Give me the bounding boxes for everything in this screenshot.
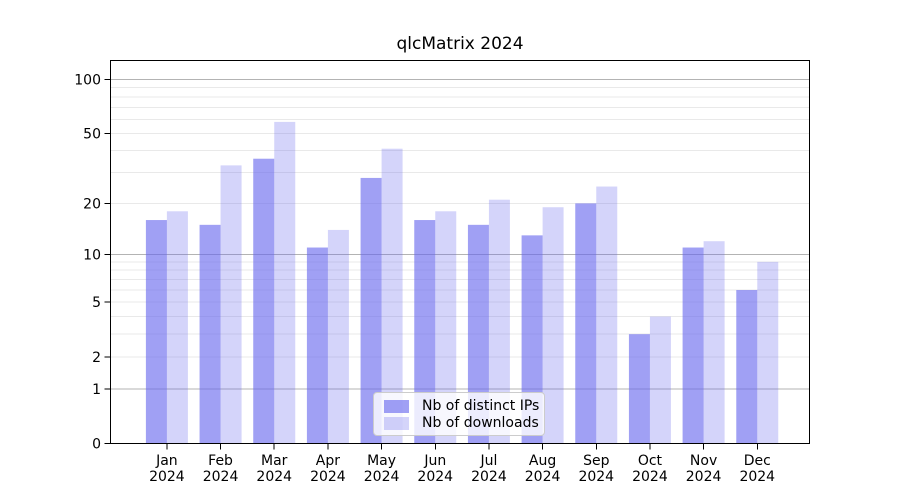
- bar-nb-of-downloads-jun: [435, 211, 457, 444]
- x-tick-label-month: May: [367, 453, 396, 469]
- x-tick-label-month: Dec: [744, 453, 771, 469]
- x-tick-label-year: 2024: [364, 469, 400, 485]
- legend-row-downloads: Nb of downloads: [384, 415, 539, 431]
- x-tick-label-year: 2024: [203, 469, 239, 485]
- y-tick-label: 100: [74, 73, 101, 89]
- x-tick-label-month: Mar: [261, 453, 288, 469]
- bar-nb-of-downloads-sep: [596, 186, 618, 444]
- y-tick-label: 10: [83, 247, 101, 263]
- y-tick-label: 2: [92, 350, 101, 366]
- bar-nb-of-downloads-feb: [220, 165, 242, 444]
- x-tick-label-month: Jun: [423, 453, 446, 469]
- bar-nb-of-distinct-ips-mar: [253, 158, 275, 444]
- x-tick-label-year: 2024: [417, 469, 453, 485]
- y-tick-label: 5: [92, 295, 101, 311]
- y-tick-label: 20: [83, 196, 101, 212]
- legend: Nb of distinct IPs Nb of downloads: [373, 392, 545, 436]
- bar-nb-of-distinct-ips-apr: [306, 247, 328, 444]
- x-tick-label-year: 2024: [632, 469, 668, 485]
- x-tick-label-year: 2024: [310, 469, 346, 485]
- bar-nb-of-downloads-may: [381, 148, 403, 444]
- bar-nb-of-distinct-ips-aug: [521, 235, 543, 444]
- legend-swatch-distinct-ips: [384, 400, 409, 413]
- bar-nb-of-downloads-nov: [703, 241, 725, 444]
- legend-row-distinct-ips: Nb of distinct IPs: [384, 398, 540, 414]
- x-tick-label-month: Jan: [155, 453, 178, 469]
- bar-nb-of-downloads-jan: [166, 211, 188, 444]
- x-tick-label-month: Oct: [638, 453, 663, 469]
- axes-border: [110, 60, 810, 444]
- x-tick-label-month: Feb: [208, 453, 233, 469]
- legend-label-distinct-ips: Nb of distinct IPs: [422, 398, 540, 414]
- legend-label-downloads: Nb of downloads: [422, 415, 539, 431]
- x-tick-label-year: 2024: [256, 469, 292, 485]
- y-tick-label: 1: [92, 382, 101, 398]
- bar-nb-of-downloads-mar: [274, 121, 296, 444]
- x-tick-label-year: 2024: [739, 469, 775, 485]
- x-tick-label-year: 2024: [525, 469, 561, 485]
- bar-nb-of-distinct-ips-nov: [682, 247, 704, 444]
- bar-nb-of-distinct-ips-sep: [575, 203, 597, 444]
- bar-nb-of-distinct-ips-jul: [467, 224, 489, 444]
- y-tick-label: 50: [83, 126, 101, 142]
- bar-nb-of-distinct-ips-oct: [628, 334, 650, 444]
- bar-nb-of-distinct-ips-may: [360, 177, 382, 444]
- chart-title: qlcMatrix 2024: [396, 34, 524, 54]
- x-tick-label-year: 2024: [149, 469, 185, 485]
- legend-swatch-downloads: [384, 417, 409, 430]
- x-tick-label-year: 2024: [578, 469, 614, 485]
- bar-nb-of-downloads-jul: [488, 199, 510, 444]
- bar-nb-of-distinct-ips-dec: [736, 290, 758, 444]
- x-tick-label-month: Aug: [529, 453, 556, 469]
- x-tick-label-month: Jul: [479, 453, 497, 469]
- bar-nb-of-distinct-ips-jun: [414, 220, 436, 444]
- x-tick-label-year: 2024: [686, 469, 722, 485]
- x-tick-label-month: Nov: [690, 453, 717, 469]
- bar-nb-of-downloads-aug: [542, 207, 564, 444]
- bar-nb-of-downloads-dec: [757, 261, 779, 444]
- x-tick-label-month: Sep: [583, 453, 610, 469]
- bar-nb-of-downloads-oct: [649, 316, 671, 444]
- bar-nb-of-distinct-ips-feb: [199, 224, 221, 444]
- bar-nb-of-downloads-apr: [327, 229, 349, 444]
- x-tick-label-year: 2024: [471, 469, 507, 485]
- y-tick-label: 0: [92, 437, 101, 453]
- bar-nb-of-distinct-ips-jan: [145, 220, 167, 444]
- x-tick-label-month: Apr: [316, 453, 340, 469]
